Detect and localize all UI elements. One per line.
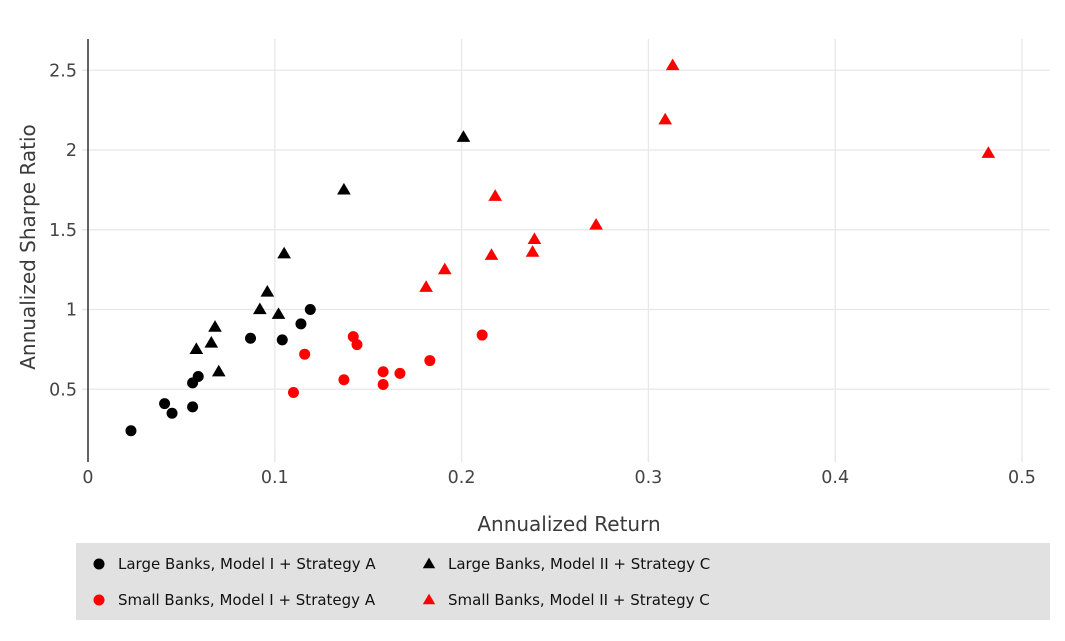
legend-item-small-model2: Small Banks, Model II + Strategy C [420,582,1050,618]
data-point [125,425,137,437]
black-circle-marker-icon [90,556,108,572]
data-point [276,334,288,346]
data-point [394,367,406,379]
legend-marker [422,557,436,568]
series-circle-black [125,304,316,437]
red-circle-marker-icon [90,592,108,608]
series-triangle-red [419,58,996,292]
data-point [525,245,540,257]
legend-label: Large Banks, Model II + Strategy C [448,554,711,573]
x-tick-label: 0.1 [261,468,289,488]
y-tick-label: 0.5 [49,380,77,400]
data-point [527,232,542,244]
data-point [437,262,452,275]
legend-label: Large Banks, Model I + Strategy A [118,554,376,573]
data-point [377,378,389,390]
data-point [271,307,286,319]
y-tick-label: 2.5 [49,61,77,81]
data-point [484,248,499,260]
legend-marker [422,593,436,604]
data-point [424,355,436,367]
x-axis-title: Annualized Return [477,512,661,536]
data-point [351,339,363,351]
data-point [488,189,503,201]
legend-marker [93,594,105,605]
legend-marker-glyph [93,594,105,605]
data-point [245,332,257,344]
data-point [658,112,673,125]
data-point [277,246,291,259]
red-triangle-marker-icon [420,592,438,608]
data-point [295,318,307,330]
legend-label: Small Banks, Model II + Strategy C [448,590,710,609]
black-triangle-marker-icon [420,556,438,572]
chart-legend: Large Banks, Model I + Strategy A Large … [76,543,1050,620]
legend-label: Small Banks, Model I + Strategy A [118,590,376,609]
data-point [476,329,488,341]
legend-marker-glyph [422,557,436,568]
data-point [208,320,222,332]
data-point [304,304,316,316]
y-tick-label: 1 [66,301,77,321]
data-point [981,146,996,158]
y-tick-label: 2 [66,141,77,161]
data-point [159,398,171,410]
legend-marker-glyph [422,593,436,604]
data-point [211,364,226,377]
x-tick-label: 0.2 [448,468,476,488]
legend-item-large-model1: Large Banks, Model I + Strategy A [90,546,420,582]
legend-item-large-model2: Large Banks, Model II + Strategy C [420,546,1050,582]
scatter-plot-canvas: 0.5 1 1.5 2 2.5 0 0.1 0.2 0.3 0.4 0.5 [49,39,1050,488]
data-point [665,58,680,71]
data-point [189,342,204,355]
data-point [337,182,351,195]
y-tick-label: 1.5 [49,221,77,241]
data-point [260,284,275,297]
data-point [589,218,603,230]
data-point [253,302,267,315]
x-tick-label: 0.3 [634,468,662,488]
data-point [204,336,219,348]
data-point [456,130,471,142]
series-triangle-black [189,130,471,377]
legend-marker [93,558,105,569]
legend-marker-glyph [93,558,105,569]
legend-item-small-model1: Small Banks, Model I + Strategy A [90,582,420,618]
x-tick-label: 0.5 [1008,468,1036,488]
data-point [187,401,199,413]
x-tick-label: 0 [82,468,93,488]
data-point [419,280,433,292]
data-point [338,374,350,386]
data-point [287,386,299,398]
data-point [166,407,178,419]
y-axis-title: Annualized Sharpe Ratio [16,124,40,370]
series-circle-red [287,329,488,398]
data-point [299,348,311,360]
x-tick-label: 0.4 [821,468,849,488]
data-point [192,371,204,383]
data-point [377,366,389,378]
